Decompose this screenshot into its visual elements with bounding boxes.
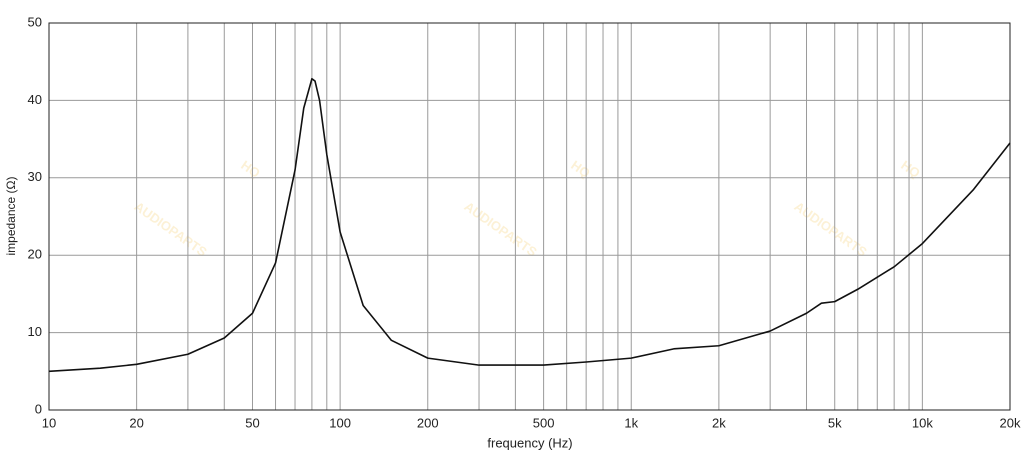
watermark-text: AUDIOPARTS	[462, 199, 540, 260]
x-tick-label: 20	[129, 415, 143, 430]
y-tick-label: 10	[28, 324, 42, 339]
x-axis-title: frequency (Hz)	[487, 435, 572, 450]
x-tick-label: 10	[42, 415, 56, 430]
watermark-layer: HQAUDIOPARTSHQAUDIOPARTSHQAUDIOPARTSHQAU…	[132, 157, 923, 260]
y-tick-label: 30	[28, 169, 42, 184]
y-tick-label: 50	[28, 14, 42, 29]
y-axis-title: impedance (Ω)	[4, 176, 18, 255]
x-tick-label: 20k	[1000, 415, 1021, 430]
x-tick-label: 10k	[912, 415, 933, 430]
x-tick-label: 100	[329, 415, 351, 430]
y-tick-label: 20	[28, 247, 42, 262]
x-tick-label: 1k	[624, 415, 638, 430]
x-tick-label: 5k	[828, 415, 842, 430]
impedance-curve	[48, 77, 1011, 373]
x-tick-label: 2k	[712, 415, 726, 430]
x-tick-label: 500	[533, 415, 555, 430]
x-tick-label: 200	[417, 415, 439, 430]
y-tick-label: 40	[28, 92, 42, 107]
x-tick-label: 50	[245, 415, 259, 430]
y-tick-label: 0	[35, 401, 42, 416]
watermark-text: AUDIOPARTS	[132, 199, 210, 260]
plot-frame	[48, 22, 1011, 411]
